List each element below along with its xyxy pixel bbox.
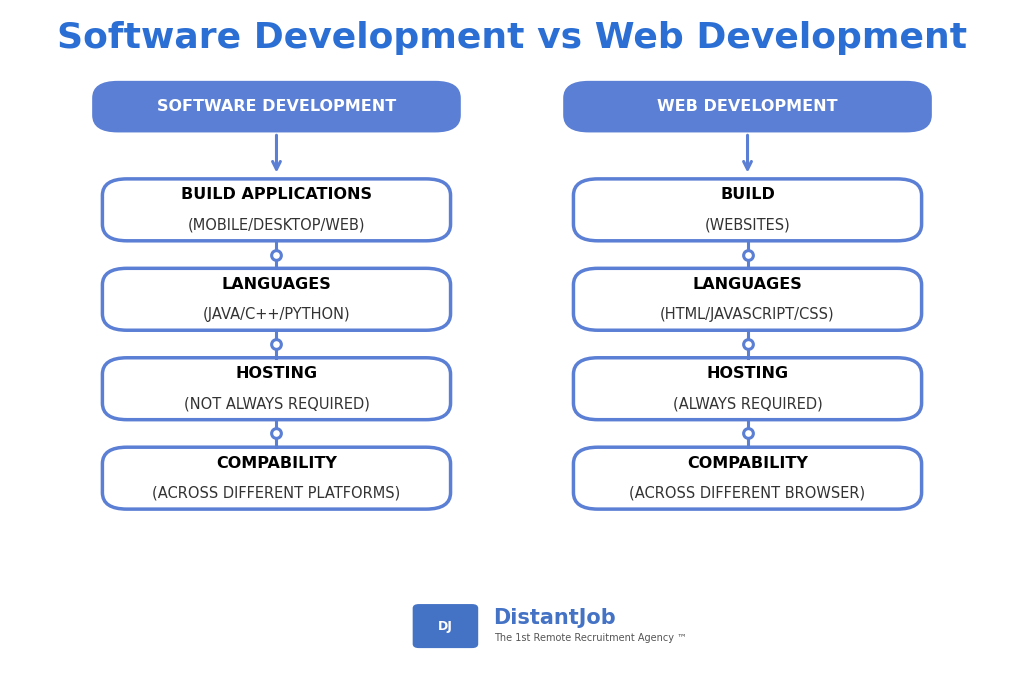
Text: Software Development vs Web Development: Software Development vs Web Development (57, 21, 967, 55)
Text: LANGUAGES: LANGUAGES (692, 277, 803, 292)
Text: (WEBSITES): (WEBSITES) (705, 217, 791, 233)
FancyBboxPatch shape (102, 268, 451, 330)
FancyBboxPatch shape (573, 268, 922, 330)
Text: (ALWAYS REQUIRED): (ALWAYS REQUIRED) (673, 396, 822, 411)
Text: (MOBILE/DESKTOP/WEB): (MOBILE/DESKTOP/WEB) (187, 217, 366, 233)
Text: LANGUAGES: LANGUAGES (221, 277, 332, 292)
Text: COMPABILITY: COMPABILITY (216, 455, 337, 471)
Text: (JAVA/C++/PYTHON): (JAVA/C++/PYTHON) (203, 307, 350, 322)
Text: BUILD: BUILD (720, 187, 775, 202)
Text: HOSTING: HOSTING (707, 366, 788, 381)
FancyBboxPatch shape (573, 358, 922, 420)
FancyBboxPatch shape (573, 447, 922, 509)
FancyBboxPatch shape (102, 358, 451, 420)
Text: (ACROSS DIFFERENT PLATFORMS): (ACROSS DIFFERENT PLATFORMS) (153, 486, 400, 501)
Text: (ACROSS DIFFERENT BROWSER): (ACROSS DIFFERENT BROWSER) (630, 486, 865, 501)
FancyBboxPatch shape (573, 179, 922, 241)
Text: DJ: DJ (438, 620, 453, 632)
Text: (NOT ALWAYS REQUIRED): (NOT ALWAYS REQUIRED) (183, 396, 370, 411)
Text: SOFTWARE DEVELOPMENT: SOFTWARE DEVELOPMENT (157, 99, 396, 114)
FancyBboxPatch shape (102, 179, 451, 241)
Text: (HTML/JAVASCRIPT/CSS): (HTML/JAVASCRIPT/CSS) (660, 307, 835, 322)
FancyBboxPatch shape (92, 81, 461, 133)
Text: HOSTING: HOSTING (236, 366, 317, 381)
FancyBboxPatch shape (563, 81, 932, 133)
Text: DistantJob: DistantJob (494, 608, 616, 628)
Text: WEB DEVELOPMENT: WEB DEVELOPMENT (657, 99, 838, 114)
FancyBboxPatch shape (102, 447, 451, 509)
FancyBboxPatch shape (413, 604, 478, 648)
Text: BUILD APPLICATIONS: BUILD APPLICATIONS (181, 187, 372, 202)
Text: COMPABILITY: COMPABILITY (687, 455, 808, 471)
Text: The 1st Remote Recruitment Agency ™: The 1st Remote Recruitment Agency ™ (494, 634, 686, 643)
